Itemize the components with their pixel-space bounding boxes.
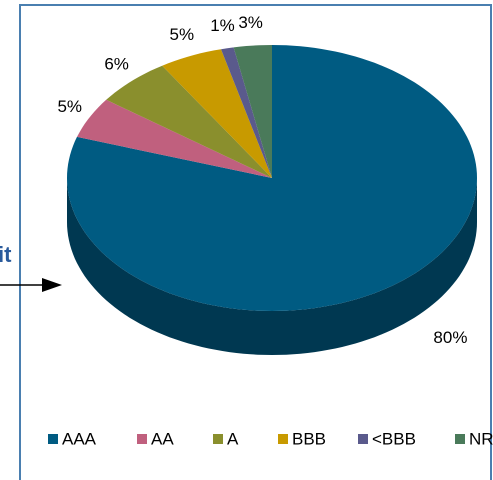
legend-swatch — [358, 434, 368, 444]
legend-label: AAA — [62, 429, 97, 448]
data-label: 80% — [433, 328, 467, 347]
annotation: it — [0, 242, 12, 267]
pie-slice — [162, 49, 272, 179]
legend-label: <BBB — [372, 429, 416, 448]
legend-swatch — [278, 434, 288, 444]
pie-slice — [233, 45, 272, 178]
data-label: 1% — [210, 16, 235, 35]
pie-slice — [221, 47, 272, 179]
pie-side — [67, 178, 477, 355]
frame — [19, 4, 492, 480]
data-label: 6% — [104, 54, 129, 73]
legend-swatch — [213, 434, 223, 444]
legend-label: BBB — [292, 429, 326, 448]
legend-label: A — [227, 429, 239, 448]
arrow-head — [42, 278, 62, 292]
pie-slice — [106, 65, 272, 178]
pie-slice — [77, 99, 272, 178]
legend-swatch — [48, 434, 58, 444]
legend-label: NR — [469, 429, 493, 448]
legend-swatch — [137, 434, 147, 444]
data-label: 5% — [57, 97, 82, 116]
legend-swatch — [455, 434, 465, 444]
legend-label: AA — [151, 429, 174, 448]
data-label: 5% — [170, 25, 195, 44]
data-label: 3% — [238, 13, 263, 32]
